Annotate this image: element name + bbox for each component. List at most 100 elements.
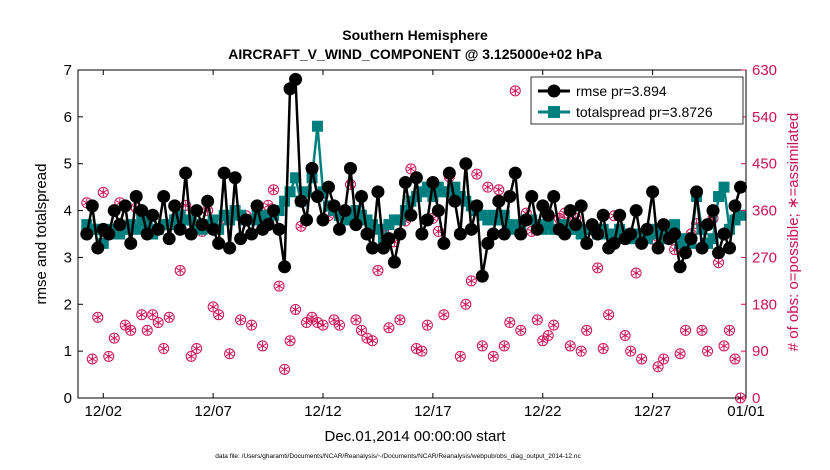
rmse-point — [223, 241, 237, 255]
obs-possible-marker — [575, 345, 587, 357]
rmse-point — [519, 213, 533, 227]
totalspread-point — [312, 120, 324, 132]
rmse-point — [684, 232, 698, 246]
obs-count-point — [141, 324, 153, 336]
rmse-point — [217, 166, 231, 180]
totalspread-point — [707, 233, 719, 245]
rmse-point — [360, 227, 374, 241]
totalspread-point — [394, 214, 406, 226]
obs-assimilated-marker — [352, 315, 360, 325]
rmse-point — [332, 222, 346, 236]
obs-assimilated-marker — [725, 326, 734, 335]
obs-assimilated-marker — [654, 362, 662, 371]
legend-marker-spread — [548, 106, 560, 118]
obs-assimilated-marker — [549, 320, 558, 330]
obs-assimilated-marker — [159, 344, 168, 353]
obs-assimilated-marker — [676, 349, 684, 358]
legend-label-rmse: rmse pr=3.894 — [576, 83, 667, 99]
rmse-point — [146, 208, 160, 222]
obs-count-point — [108, 332, 120, 344]
obs-possible-marker — [366, 335, 378, 347]
obs-assimilated-marker — [137, 310, 146, 319]
obs-possible-marker — [498, 340, 510, 352]
rmse-point — [437, 236, 451, 250]
obs-possible-marker — [383, 322, 395, 334]
y-tick-label: 2 — [64, 296, 72, 313]
obs-count-point — [674, 348, 686, 360]
obs-count-point — [702, 345, 714, 357]
obs-possible-marker — [147, 309, 159, 321]
obs-possible-marker — [284, 335, 296, 347]
rmse-point — [591, 227, 605, 241]
obs-possible-marker — [421, 319, 433, 331]
rmse-point — [124, 236, 138, 250]
obs-count-point — [487, 350, 499, 362]
obs-assimilated-marker — [720, 341, 728, 351]
rmse-point — [107, 204, 121, 218]
obs-possible-marker — [438, 309, 450, 321]
x-tick-label: 12/17 — [414, 403, 452, 420]
obs-possible-marker — [603, 309, 615, 321]
obs-count-point — [290, 303, 302, 315]
totalspread-point — [284, 186, 296, 198]
rmse-point — [113, 218, 127, 232]
obs-count-point — [504, 317, 516, 329]
obs-possible-marker — [504, 317, 516, 329]
obs-possible-marker — [509, 85, 521, 97]
obs-assimilated-marker — [461, 300, 470, 309]
rmse-point — [574, 199, 588, 213]
rmse-point — [140, 227, 154, 241]
obs-count-point — [575, 345, 587, 357]
rmse-point — [646, 185, 660, 199]
rmse-point — [525, 190, 539, 204]
rmse-point — [234, 232, 248, 246]
obs-assimilated-marker — [544, 331, 553, 340]
legend: rmse pr=3.894 totalspread pr=3.8726 — [530, 76, 744, 125]
obs-possible-marker — [696, 324, 708, 336]
obs-assimilated-marker — [209, 302, 218, 312]
obs-count-point — [724, 324, 736, 336]
obs-assimilated-marker — [396, 315, 404, 325]
obs-count-point — [246, 319, 258, 331]
totalspread-point — [290, 172, 302, 184]
y2-tick-label: 180 — [752, 296, 777, 313]
obs-possible-marker — [652, 361, 664, 373]
obs-assimilated-marker — [731, 354, 739, 364]
y-tick-label: 1 — [64, 343, 72, 360]
totalspread-point — [735, 209, 747, 221]
y2-tick-label: 0 — [752, 390, 760, 407]
rmse-point — [492, 194, 506, 208]
rmse-point — [497, 227, 511, 241]
obs-possible-marker — [163, 311, 175, 323]
obs-count-point — [224, 348, 236, 360]
rmse-point — [673, 260, 687, 274]
obs-count-point — [273, 280, 285, 292]
rmse-point — [536, 199, 550, 213]
obs-assimilated-marker — [154, 318, 163, 327]
rmse-point — [464, 222, 478, 236]
rmse-point — [289, 72, 303, 86]
obs-possible-marker — [108, 332, 120, 344]
obs-possible-marker — [207, 301, 219, 313]
obs-possible-marker — [185, 350, 197, 362]
obs-count-point — [147, 309, 159, 321]
y-axis-left: 0 1 2 3 4 5 6 7 — [64, 62, 83, 407]
obs-count-point — [542, 330, 554, 342]
rmse-point — [470, 199, 484, 213]
y-tick-label: 6 — [64, 109, 72, 126]
obs-assimilated-marker — [511, 86, 520, 95]
obs-count-point — [185, 350, 197, 362]
obs-count-point — [405, 163, 417, 175]
obs-count-point — [696, 324, 708, 336]
obs-possible-marker — [680, 324, 692, 336]
rmse-point — [398, 175, 412, 189]
obs-possible-marker — [279, 363, 291, 375]
obs-count-point — [213, 309, 225, 321]
obs-possible-marker — [724, 324, 736, 336]
obs-possible-marker — [597, 343, 609, 355]
obs-count-point — [383, 322, 395, 334]
obs-assimilated-marker — [357, 326, 366, 335]
rmse-point — [278, 260, 292, 274]
obs-count-point — [421, 319, 433, 331]
rmse-point — [547, 190, 561, 204]
